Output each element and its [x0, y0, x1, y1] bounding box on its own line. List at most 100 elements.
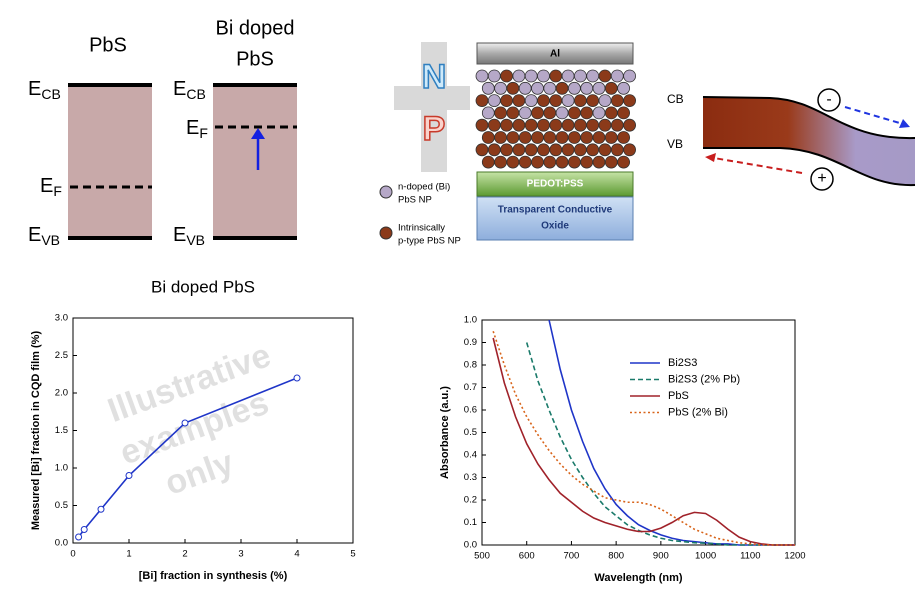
nanoparticle — [568, 81, 581, 95]
nanoparticle — [610, 69, 624, 83]
x-tick-label: 0 — [70, 549, 75, 560]
nanoparticle — [592, 106, 606, 120]
nanoparticle — [487, 143, 501, 157]
nanoparticle — [500, 69, 514, 83]
x-tick-label: 900 — [653, 551, 669, 562]
band-gap — [213, 85, 297, 238]
y-tick-label: 0.3 — [464, 472, 477, 483]
legend-swatch — [379, 226, 393, 240]
data-point — [125, 472, 133, 479]
nanoparticle — [568, 131, 581, 144]
nanoparticle — [592, 155, 606, 169]
nanoparticle — [494, 81, 508, 95]
pedot-layer — [476, 171, 634, 197]
y-tick-label: 1.0 — [464, 315, 477, 326]
nanoparticle — [537, 69, 550, 83]
y-tick-label: 0.0 — [464, 540, 477, 551]
arrow-head — [705, 153, 716, 162]
nanoparticle — [610, 143, 624, 157]
y-tick-label: 0.5 — [464, 427, 477, 438]
vb-label: VB — [667, 137, 683, 151]
nanoparticle — [574, 69, 587, 83]
y-tick-label: 0.9 — [464, 337, 477, 348]
arrow-head — [899, 119, 910, 128]
legend-label: PbS NP — [398, 195, 432, 206]
al-layer — [476, 42, 634, 65]
legend-label: PbS — [668, 390, 689, 402]
nanoparticle — [598, 94, 612, 107]
x-axis-label: Wavelength (nm) — [594, 572, 683, 584]
nanoparticle — [623, 69, 636, 83]
data-point — [97, 505, 105, 513]
hole-arrow — [713, 157, 803, 174]
nanoparticle — [543, 155, 557, 169]
y-tick-label: 2.5 — [55, 350, 68, 361]
plot-frame — [481, 319, 796, 546]
nanoparticle — [500, 94, 514, 107]
nanoparticle — [568, 155, 581, 169]
level-label: ECB — [173, 78, 206, 101]
nanoparticle — [524, 69, 538, 83]
electron-label: - — [826, 91, 831, 108]
electron-arrow — [844, 106, 904, 125]
nanoparticle — [475, 69, 489, 83]
x-tick-label: 500 — [474, 551, 490, 562]
data-point — [80, 526, 88, 533]
nanoparticle-film — [475, 69, 636, 169]
nanoparticle — [494, 131, 508, 144]
band-gap — [68, 85, 152, 238]
y-axis-label: Absorbance (a.u.) — [439, 386, 451, 479]
level-label: EF — [186, 117, 208, 140]
nanoparticle — [537, 94, 550, 107]
nanoparticle — [617, 155, 630, 169]
y-tick-label: 1.5 — [55, 425, 68, 436]
nanoparticle — [549, 143, 563, 157]
chart-title: Bi doped PbS — [151, 277, 255, 296]
nanoparticle — [518, 106, 532, 120]
nanoparticle — [574, 94, 587, 107]
nanoparticle — [475, 94, 489, 107]
series-line — [492, 330, 795, 546]
x-tick-label: 700 — [563, 551, 579, 562]
nanoparticle — [487, 69, 501, 83]
p-label: P — [423, 110, 446, 148]
nanoparticle — [580, 106, 594, 120]
nanoparticle — [555, 131, 569, 144]
nanoparticle — [617, 106, 630, 120]
nanoparticle — [623, 118, 636, 132]
nanoparticle — [537, 118, 550, 132]
level-label: EVB — [173, 224, 205, 247]
nanoparticle — [604, 155, 618, 169]
nanoparticle — [524, 143, 538, 157]
x-tick-label: 800 — [608, 551, 624, 562]
nanoparticle — [604, 81, 618, 95]
y-tick-label: 0.2 — [464, 495, 477, 506]
legend-label: n-doped (Bi) — [398, 182, 450, 193]
legend-swatch — [379, 185, 393, 199]
n-label: N — [422, 58, 447, 96]
series-line — [492, 337, 795, 546]
nanoparticle — [610, 118, 624, 132]
nanoparticle — [604, 106, 618, 120]
x-tick-label: 3 — [238, 549, 243, 560]
electron — [817, 88, 841, 112]
nanoparticle — [561, 69, 575, 83]
nanoparticle — [586, 94, 600, 107]
nanoparticle — [623, 143, 636, 157]
panel-title: PbS — [89, 34, 127, 56]
nanoparticle — [524, 118, 538, 132]
nanoparticle — [537, 143, 550, 157]
nanoparticle — [512, 118, 526, 132]
nanoparticle — [512, 94, 526, 107]
vb-edge — [703, 147, 916, 187]
nanoparticle — [512, 143, 526, 157]
nanoparticle — [531, 131, 544, 144]
nanoparticle — [555, 155, 569, 169]
data-point — [181, 419, 189, 427]
nanoparticle — [543, 81, 557, 95]
nanoparticle — [555, 81, 569, 95]
y-tick-label: 1.0 — [55, 463, 68, 474]
nanoparticle — [592, 131, 606, 144]
nanoparticle — [506, 155, 520, 169]
y-tick-label: 2.0 — [55, 388, 68, 399]
